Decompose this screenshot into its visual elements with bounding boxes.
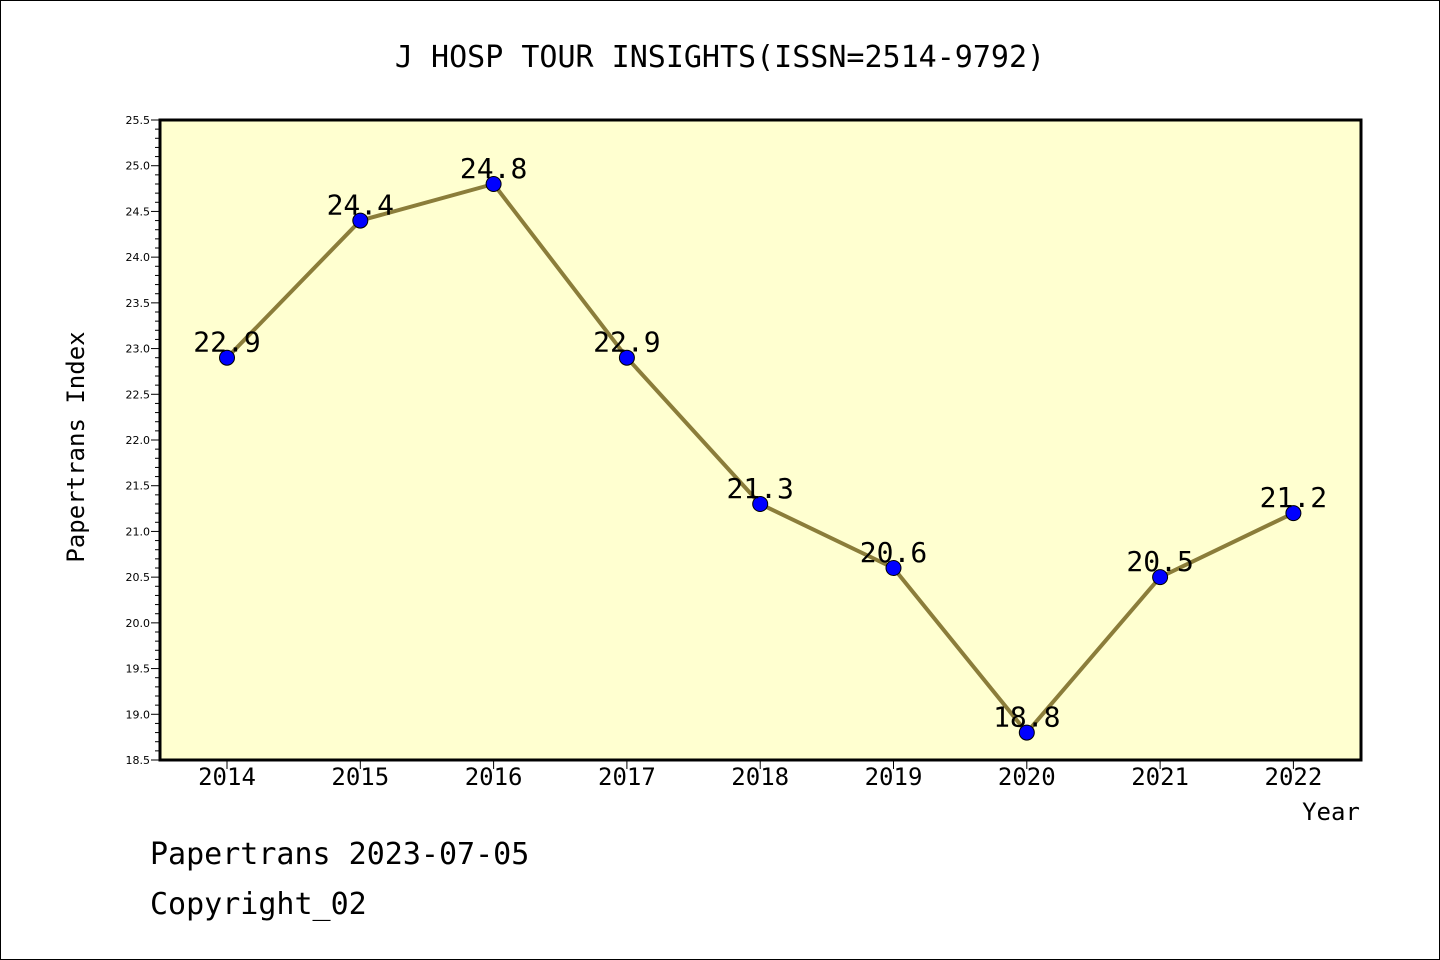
y-tick-label: 20.0 — [126, 617, 151, 630]
y-tick-label: 24.5 — [126, 205, 151, 218]
data-point — [219, 349, 235, 366]
chart-title: J HOSP TOUR INSIGHTS(ISSN=2514-9792) — [395, 40, 1045, 75]
x-tick-label: 2020 — [998, 763, 1056, 791]
data-label: 20.6 — [860, 536, 927, 569]
y-tick-label: 21.5 — [126, 480, 151, 493]
data-labels: 22.9 24.4 24.8 22.9 21.3 20.6 18.8 20.5 21.2 — [193, 152, 1327, 734]
y-tick-label: 19.5 — [126, 663, 151, 676]
x-axis: 2014 2015 2016 2017 2018 2019 2020 2021 2022 — [198, 760, 1322, 791]
data-point — [1285, 505, 1302, 522]
x-tick-label: 2018 — [731, 763, 789, 791]
data-point — [1018, 724, 1035, 741]
x-tick-label: 2019 — [865, 763, 923, 791]
data-point — [618, 349, 635, 366]
data-markers — [219, 176, 1302, 741]
data-point — [1152, 569, 1169, 586]
footer-copyright-text: Copyright_02 — [150, 887, 367, 922]
y-tick-label: 24.0 — [126, 251, 151, 264]
y-tick-label: 21.0 — [126, 525, 151, 538]
y-tick-label: 18.5 — [126, 754, 151, 767]
x-tick-label: 2016 — [465, 763, 523, 791]
x-tick-label: 2015 — [331, 763, 389, 791]
x-axis-label: Year — [1302, 798, 1360, 826]
y-tick-label: 23.5 — [126, 297, 151, 310]
data-label: 18.8 — [993, 701, 1060, 734]
data-label: 24.4 — [327, 189, 394, 222]
data-point — [485, 176, 502, 192]
y-tick-label: 20.5 — [126, 571, 151, 584]
y-axis: 18.5 19.0 19.5 20.0 20.5 21.0 21.5 22.0 22.5 23.0… — [126, 114, 160, 767]
plot-border — [158, 118, 1363, 762]
y-tick-label: 25.5 — [126, 114, 151, 127]
data-label: 22.9 — [593, 326, 660, 359]
data-label: 24.8 — [460, 152, 527, 185]
x-tick-label: 2021 — [1131, 763, 1189, 791]
y-tick-label: 25.0 — [126, 160, 151, 173]
data-point — [885, 560, 902, 576]
data-point — [352, 212, 369, 229]
data-label: 21.3 — [726, 472, 793, 505]
y-tick-label: 22.0 — [126, 434, 151, 447]
data-label: 22.9 — [193, 326, 260, 359]
x-tick-label: 2022 — [1265, 763, 1323, 791]
y-axis-label: Papertrans Index — [62, 331, 90, 562]
y-tick-label: 19.0 — [126, 708, 151, 721]
y-tick-label: 22.5 — [126, 388, 151, 401]
footer-date-text: Papertrans 2023-07-05 — [150, 837, 529, 872]
y-tick-label: 23.0 — [126, 343, 151, 356]
data-point — [752, 496, 769, 512]
data-label: 21.2 — [1260, 481, 1327, 514]
x-tick-label: 2017 — [598, 763, 656, 791]
x-tick-label: 2014 — [198, 763, 256, 791]
data-label: 20.5 — [1126, 545, 1193, 578]
